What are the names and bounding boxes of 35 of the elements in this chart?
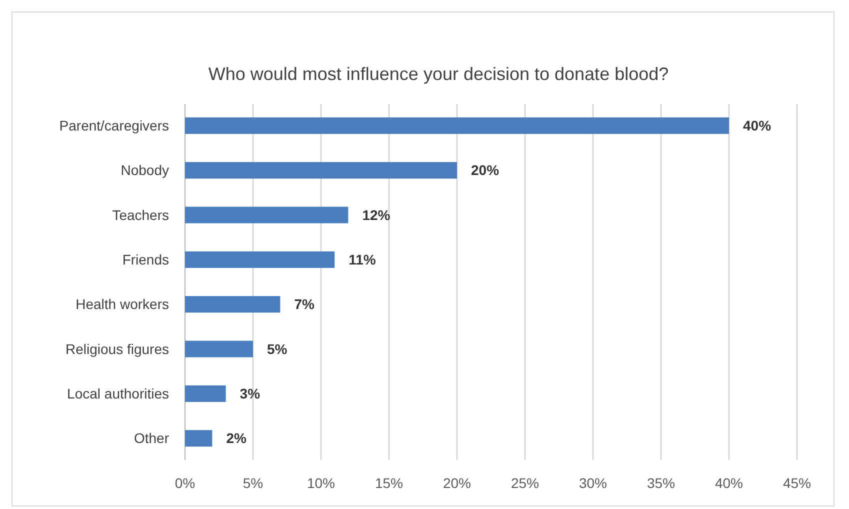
x-tick-label: 25% — [510, 475, 540, 491]
data-label: 11% — [348, 252, 376, 268]
data-label: 40% — [743, 118, 772, 134]
bar — [185, 117, 729, 134]
bar — [185, 251, 335, 268]
y-tick-label: Local authorities — [67, 386, 169, 402]
bar — [185, 430, 212, 447]
x-tick-label: 30% — [578, 475, 608, 491]
x-tick-label: 5% — [242, 475, 264, 491]
data-label: 5% — [267, 340, 288, 357]
y-tick-label: Health workers — [76, 296, 169, 312]
y-tick-label: Parent/caregivers — [59, 118, 169, 134]
y-tick-label: Nobody — [120, 162, 169, 178]
x-tick-label: 35% — [646, 475, 676, 491]
bar — [185, 340, 253, 358]
y-tick-label: Teachers — [112, 206, 169, 223]
x-tick-label: 0% — [174, 475, 196, 491]
data-label: 20% — [471, 162, 500, 178]
y-tick-label: Other — [134, 430, 170, 446]
y-tick-label: Religious figures — [66, 340, 169, 357]
bar — [185, 296, 280, 313]
data-label: 12% — [362, 206, 391, 223]
data-label: 3% — [240, 386, 261, 402]
y-tick-label: Friends — [122, 252, 169, 268]
x-tick-label: 10% — [306, 475, 336, 491]
data-label: 2% — [226, 430, 247, 446]
x-tick-label: 15% — [374, 475, 404, 491]
bar — [185, 162, 457, 179]
bar — [185, 206, 348, 224]
x-tick-label: 45% — [782, 475, 812, 491]
chart-title: Who would most influence your decision to donate blood? — [208, 64, 669, 84]
x-tick-label: 20% — [442, 475, 472, 491]
data-label: 7% — [294, 296, 315, 312]
x-tick-label: 40% — [714, 475, 744, 491]
bar — [185, 385, 226, 402]
